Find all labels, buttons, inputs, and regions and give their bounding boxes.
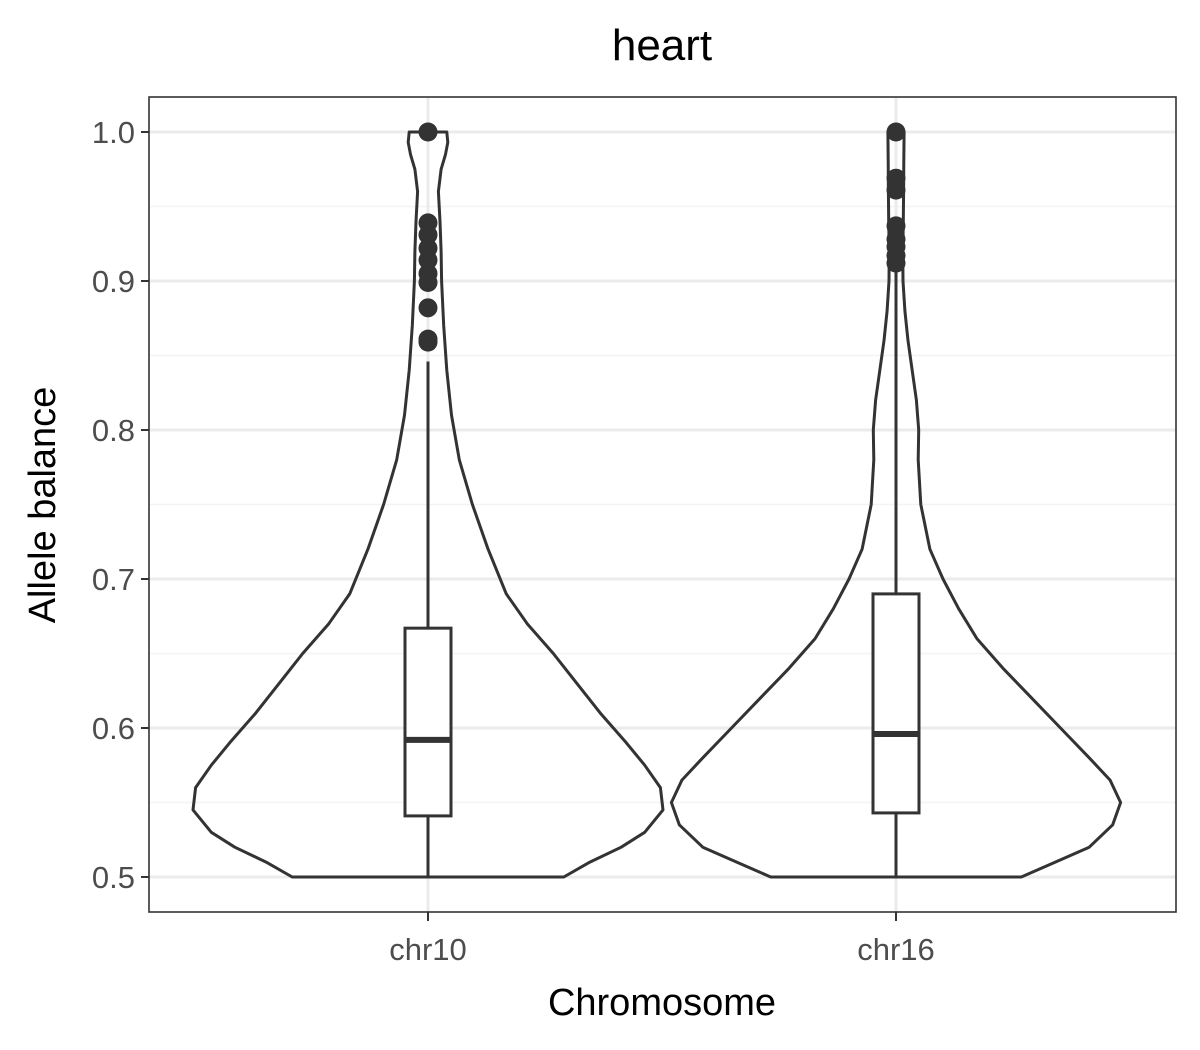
chart-title: heart — [612, 21, 712, 70]
y-axis-title: Allele balance — [22, 387, 64, 624]
y-axis: 0.5 0.6 0.7 0.8 0.9 1.0 — [92, 115, 149, 895]
outlier-point-chr10 — [418, 238, 438, 258]
outlier-point-chr16 — [886, 122, 906, 142]
box-chr16 — [871, 592, 921, 815]
outlier-point-chr10 — [418, 122, 438, 142]
x-tick-label: chr10 — [389, 932, 467, 967]
y-tick-label: 0.7 — [92, 562, 135, 597]
outlier-point-chr10 — [418, 329, 438, 349]
box-chr10 — [403, 626, 453, 818]
panel-border — [148, 96, 1177, 913]
grid-lines — [149, 97, 1176, 912]
outlier-point-chr16 — [886, 168, 906, 188]
y-tick-label: 0.5 — [92, 860, 135, 895]
y-tick-label: 1.0 — [92, 115, 135, 150]
y-tick-label: 0.8 — [92, 413, 135, 448]
violin-chr10 — [191, 130, 665, 879]
outlier-points — [418, 122, 906, 352]
y-tick-label: 0.9 — [92, 264, 135, 299]
outlier-point-chr16 — [886, 229, 906, 249]
outlier-point-chr10 — [418, 298, 438, 318]
x-axis: chr10 chr16 — [389, 912, 935, 967]
y-tick-label: 0.6 — [92, 711, 135, 746]
outlier-point-chr16 — [886, 216, 906, 236]
x-tick-label: chr16 — [857, 932, 935, 967]
boxplots — [403, 266, 921, 877]
outlier-point-chr10 — [418, 264, 438, 284]
outlier-point-chr10 — [418, 213, 438, 233]
x-axis-title: Chromosome — [548, 982, 776, 1024]
